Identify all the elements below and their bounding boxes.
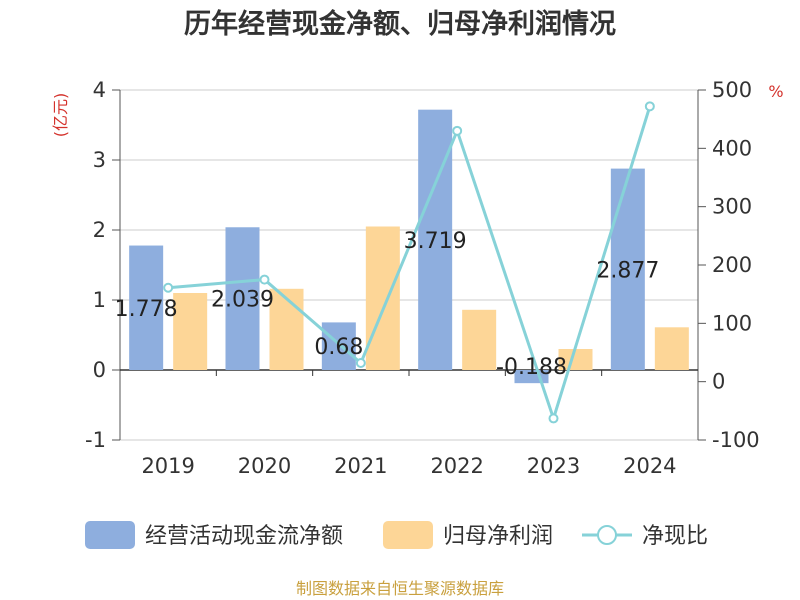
- series-cashflow-bars: [129, 109, 645, 384]
- x-tick-labels: 2019 2020 2021 2022 2023 2024: [141, 454, 676, 478]
- y-left-unit: (亿元): [51, 93, 70, 138]
- y-left-tick-label: 1: [93, 288, 106, 312]
- legend-swatch-cashflow: [85, 521, 135, 549]
- data-labels: 1.778 2.039 0.68 3.719 -0.188 2.877: [115, 229, 660, 380]
- chart-title: 历年经营现金净额、归母净利润情况: [184, 8, 616, 40]
- y-right-tick-label: 100: [712, 311, 752, 335]
- legend-label-ratio: 净现比: [642, 524, 708, 549]
- y-left-tick-label: 4: [93, 78, 106, 102]
- y-left-tick-label: 2: [93, 218, 106, 242]
- legend-label-cashflow: 经营活动现金流净额: [145, 524, 343, 549]
- bar-cashflow: [321, 322, 356, 370]
- legend-item-profit[interactable]: 归母净利润: [383, 521, 553, 549]
- bar-cashflow: [225, 227, 260, 370]
- legend-swatch-ratio-marker: [597, 525, 617, 545]
- x-tick-label: 2021: [334, 454, 387, 478]
- data-label: 0.68: [314, 335, 363, 360]
- bar-profit: [269, 288, 304, 370]
- bar-profit: [654, 327, 689, 370]
- data-label: -0.188: [496, 355, 567, 380]
- data-label: 2.877: [596, 258, 659, 283]
- y-left-tick-labels: 4 3 2 1 0 -1: [85, 78, 120, 452]
- x-tick-label: 2019: [141, 454, 194, 478]
- legend-label-profit: 归母净利润: [443, 524, 553, 549]
- y-left-tick-label: 0: [93, 358, 106, 382]
- ratio-point: [163, 282, 174, 293]
- bar-profit: [173, 293, 208, 370]
- series-ratio-line: [163, 101, 655, 424]
- ratio-point: [259, 274, 270, 285]
- y-right-tick-labels: 500 400 300 200 100 0 -100: [698, 78, 760, 452]
- y-left-tick-label: -1: [85, 428, 106, 452]
- y-left-tick-label: 3: [93, 148, 106, 172]
- ratio-point: [644, 101, 655, 112]
- legend-swatch-profit: [383, 521, 433, 549]
- bar-profit: [558, 349, 593, 370]
- data-label: 1.778: [115, 297, 178, 322]
- ratio-point: [452, 125, 463, 136]
- y-right-tick-label: 200: [712, 253, 752, 277]
- bar-cashflow: [610, 168, 645, 370]
- y-right-tick-label: 400: [712, 136, 752, 160]
- y-right-tick-label: -100: [712, 428, 760, 452]
- y-right-tick-label: 500: [712, 78, 752, 102]
- ratio-point: [355, 358, 366, 368]
- bar-profit: [462, 309, 497, 370]
- data-label: 2.039: [211, 288, 274, 313]
- y-right-unit: %: [768, 82, 783, 101]
- ratio-point: [548, 413, 559, 424]
- legend-item-cashflow[interactable]: 经营活动现金流净额: [85, 521, 343, 549]
- x-tick-label: 2020: [238, 454, 291, 478]
- legend-item-ratio[interactable]: 净现比: [582, 524, 708, 549]
- data-label: 3.719: [404, 229, 467, 254]
- y-right-tick-label: 300: [712, 195, 752, 219]
- bar-cashflow: [129, 245, 164, 370]
- series-profit-bars: [173, 226, 689, 370]
- y-right-tick-label: 0: [712, 370, 725, 394]
- x-tick-label: 2024: [623, 454, 676, 478]
- x-tick-label: 2022: [430, 454, 483, 478]
- ratio-line: [168, 105, 652, 424]
- bar-profit: [365, 226, 400, 370]
- legend: 经营活动现金流净额 归母净利润 净现比: [85, 521, 708, 549]
- x-tick-label: 2023: [527, 454, 580, 478]
- source-note: 制图数据来自恒生聚源数据库: [296, 579, 504, 598]
